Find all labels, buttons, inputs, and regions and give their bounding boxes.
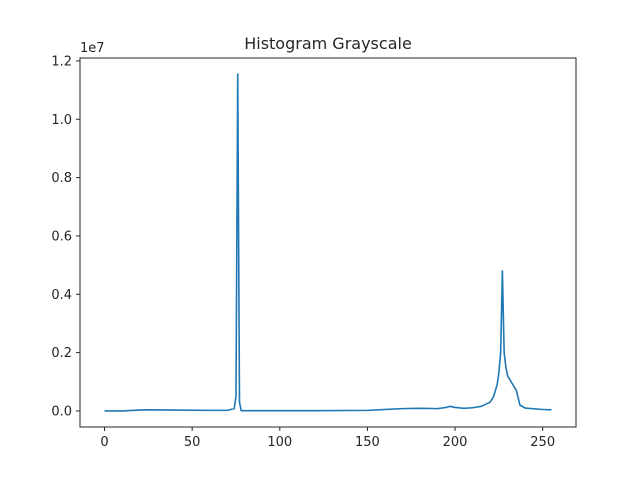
- x-tick-label: 50: [184, 435, 201, 450]
- y-tick-label: 0.6: [51, 229, 72, 244]
- plot-frame: [79, 57, 577, 428]
- x-tick-label: 0: [100, 435, 108, 450]
- histogram-line: [104, 73, 552, 412]
- y-tick-label: 0.2: [51, 346, 72, 361]
- y-axis: 0.0 0.2 0.4 0.6 0.8 1.0 1.2: [51, 54, 80, 419]
- y-axis-offset-label: 1e7: [80, 41, 105, 56]
- y-tick-label: 0.4: [51, 288, 72, 303]
- y-tick-label: 0.8: [51, 171, 72, 186]
- y-tick-label: 1.2: [51, 54, 72, 69]
- x-tick-label: 150: [355, 435, 380, 450]
- plot-area: [80, 58, 576, 427]
- series-layer: [104, 73, 552, 412]
- x-tick-label: 200: [443, 435, 468, 450]
- chart-title: Histogram Grayscale: [244, 34, 412, 53]
- y-tick-label: 0.0: [51, 404, 72, 419]
- y-tick-label: 1.0: [51, 113, 72, 128]
- x-axis: 0 50 100 150 200 250: [100, 427, 555, 450]
- x-tick-label: 250: [530, 435, 555, 450]
- x-tick-label: 100: [267, 435, 292, 450]
